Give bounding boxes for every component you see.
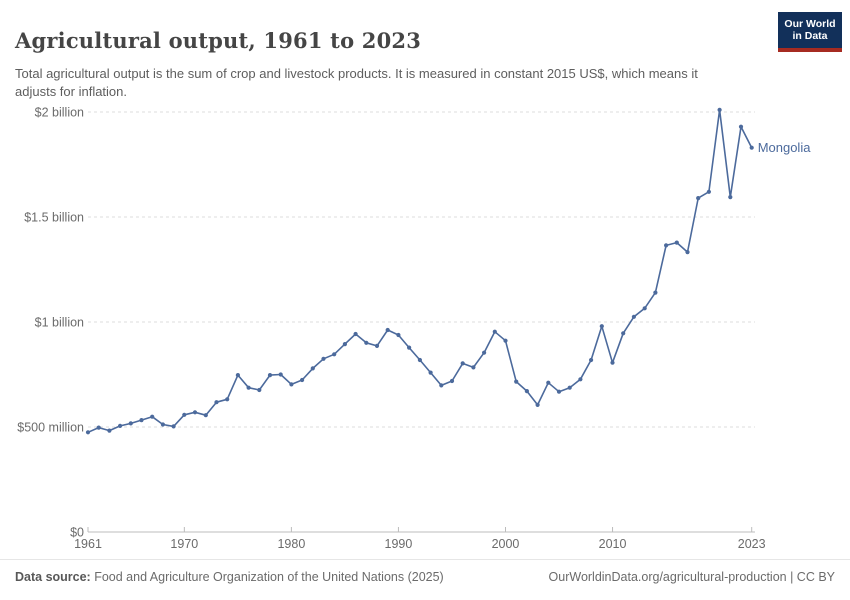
x-tick-label: 1961 — [74, 537, 102, 551]
chart-subtitle: Total agricultural output is the sum of … — [15, 66, 698, 99]
data-point[interactable] — [417, 357, 422, 363]
data-point[interactable] — [246, 385, 251, 390]
data-point[interactable] — [139, 418, 144, 423]
owid-logo-line2: in Data — [792, 30, 828, 42]
x-tick-label: 2010 — [599, 537, 627, 551]
data-point[interactable] — [460, 361, 465, 366]
page-title: Agricultural output, 1961 to 2023 — [15, 28, 422, 54]
x-tick-label: 1990 — [385, 537, 413, 551]
data-point[interactable] — [203, 413, 208, 418]
data-point[interactable] — [396, 332, 401, 338]
y-tick-label: $1.5 billion — [24, 211, 84, 225]
data-point[interactable] — [653, 290, 658, 295]
data-source-prefix: Data source: — [15, 570, 91, 584]
data-point[interactable] — [706, 189, 712, 194]
data-point[interactable] — [556, 389, 562, 394]
data-point[interactable] — [171, 424, 176, 429]
data-point[interactable] — [118, 423, 123, 428]
data-point[interactable] — [471, 365, 476, 370]
data-point[interactable] — [664, 243, 669, 248]
data-point[interactable] — [128, 421, 133, 426]
data-point[interactable] — [192, 410, 198, 415]
data-point[interactable] — [696, 196, 701, 201]
data-point[interactable] — [589, 357, 594, 363]
data-point[interactable] — [96, 425, 101, 430]
data-point[interactable] — [374, 343, 380, 348]
data-point[interactable] — [514, 379, 519, 384]
data-point[interactable] — [492, 329, 497, 334]
y-tick-label: $2 billion — [35, 106, 84, 120]
data-point[interactable] — [235, 373, 240, 378]
data-point[interactable] — [524, 389, 530, 394]
data-line[interactable] — [87, 109, 753, 434]
y-tick-label: $0 — [70, 526, 84, 540]
data-point[interactable] — [160, 422, 165, 427]
data-point[interactable] — [449, 378, 455, 384]
data-point[interactable] — [428, 370, 433, 375]
data-source-text: Food and Agriculture Organization of the… — [90, 570, 444, 584]
x-tick-label: 2023 — [738, 537, 766, 551]
data-point[interactable] — [342, 342, 347, 347]
chart-svg: $0 $500 million $1 billion $1.5 billion $2 b… — [17, 106, 812, 552]
x-tick-label: 1980 — [277, 537, 305, 551]
data-point[interactable] — [674, 240, 679, 245]
data-point[interactable] — [642, 306, 647, 311]
data-point[interactable] — [567, 385, 572, 390]
data-point[interactable] — [225, 397, 230, 402]
data-point[interactable] — [407, 345, 412, 350]
data-point[interactable] — [621, 331, 626, 336]
data-point[interactable] — [610, 360, 615, 365]
data-point[interactable] — [749, 145, 754, 150]
data-point[interactable] — [738, 124, 744, 129]
data-point[interactable] — [599, 324, 604, 329]
chart-footer: Data source: Food and Agriculture Organi… — [0, 559, 850, 600]
y-tick-label: $500 million — [17, 421, 84, 435]
data-point[interactable] — [717, 107, 722, 112]
data-point[interactable] — [364, 340, 369, 345]
data-point[interactable] — [182, 412, 187, 417]
data-point[interactable] — [278, 372, 283, 377]
owid-logo-line1: Our World — [784, 18, 836, 30]
data-point[interactable] — [257, 387, 262, 393]
data-point[interactable] — [685, 250, 690, 255]
owid-logo[interactable]: Our World in Data — [778, 12, 842, 52]
data-point[interactable] — [332, 352, 337, 357]
data-point[interactable] — [214, 400, 219, 405]
data-point[interactable] — [728, 195, 733, 200]
data-point[interactable] — [289, 382, 294, 387]
x-tick-label: 1970 — [170, 537, 198, 551]
data-point[interactable] — [300, 377, 305, 383]
data-point[interactable] — [321, 356, 326, 361]
data-point[interactable] — [85, 430, 91, 435]
license-link[interactable]: OurWorldinData.org/agricultural-producti… — [548, 570, 835, 584]
x-tick-label: 2000 — [492, 537, 520, 551]
data-source: Data source: Food and Agriculture Organi… — [15, 570, 444, 584]
data-point[interactable] — [267, 373, 273, 378]
data-point[interactable] — [578, 377, 583, 382]
data-point[interactable] — [631, 314, 637, 319]
data-point[interactable] — [353, 331, 358, 337]
data-point[interactable] — [535, 402, 540, 407]
data-point[interactable] — [503, 338, 508, 343]
data-point[interactable] — [107, 428, 112, 433]
data-point[interactable] — [439, 383, 444, 388]
series-label: Mongolia — [758, 140, 812, 155]
data-point[interactable] — [310, 366, 315, 371]
data-point[interactable] — [482, 350, 487, 355]
data-point[interactable] — [150, 414, 155, 419]
y-tick-label: $1 billion — [35, 316, 84, 330]
data-point[interactable] — [546, 380, 551, 385]
data-point[interactable] — [385, 327, 390, 333]
